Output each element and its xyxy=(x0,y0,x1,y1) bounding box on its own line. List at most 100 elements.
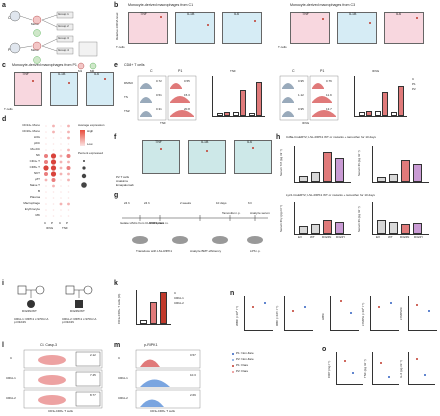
e-val: 20.8 xyxy=(184,107,190,111)
n-ylabel-5: LYMPH% xyxy=(399,307,403,320)
l-row-2: CRIA-1 xyxy=(6,376,16,380)
d-row-label: CD14+ Mono xyxy=(22,123,40,127)
bar xyxy=(311,224,320,234)
panel-e-label: e xyxy=(114,62,118,69)
l-row-3: CRIA-2 xyxy=(6,396,16,400)
k-legend-1: C xyxy=(174,291,177,295)
n-chart-2 xyxy=(284,296,313,331)
bar xyxy=(377,177,386,182)
i-desc-1: CRIA-1: RIPK1 c.970G>A p.D324N xyxy=(14,317,49,325)
d-dot xyxy=(52,184,55,188)
f-row-1: P2 T cells xyxy=(116,175,130,179)
e-col-p1b: P1 xyxy=(320,69,325,73)
e-col-p1: P1 xyxy=(178,69,183,73)
d-dot xyxy=(59,202,63,206)
d-dot xyxy=(50,153,57,159)
e-legend-p1: P1 xyxy=(412,82,416,86)
d-dot xyxy=(45,209,47,211)
d-dot xyxy=(44,154,48,158)
panel-e-title: CD8+ T cells xyxy=(124,63,145,67)
bar xyxy=(389,222,398,234)
f-gene-2: IL1B xyxy=(201,140,209,144)
d-dot xyxy=(67,209,70,211)
g-time-2: 24 h xyxy=(144,201,150,205)
d-dot xyxy=(45,149,47,151)
e-row-ts: TS xyxy=(124,95,128,99)
o-dot xyxy=(416,358,418,360)
bar xyxy=(217,113,223,116)
d-dot xyxy=(52,209,55,211)
d-row-label: LDG xyxy=(33,135,40,139)
d-dot xyxy=(52,149,55,151)
c-xlabel: T cells xyxy=(4,107,13,111)
panel-g-timeline xyxy=(122,215,268,244)
d-row-label: Plasma xyxy=(29,195,40,199)
k-ylabel: CD3+CD8+ T cells (%) xyxy=(117,293,121,324)
d-dot xyxy=(52,191,55,193)
n-dot xyxy=(350,312,352,314)
e-val: 0.72 xyxy=(156,79,162,83)
panel-a-g2: Group 2 xyxy=(58,24,69,28)
bar xyxy=(375,111,381,116)
b-gene-2: IL1B xyxy=(187,12,195,16)
i-genotype-1: D324N/WT xyxy=(22,309,37,313)
d-dot xyxy=(59,154,63,158)
d-dot xyxy=(50,171,57,177)
d-dot xyxy=(52,124,55,128)
d-row-label: γδT xyxy=(34,177,40,181)
d-dot xyxy=(66,154,71,158)
o-dot xyxy=(424,374,426,376)
d-dot xyxy=(60,215,62,217)
n-ylabel-4: LYMPH (×10⁹ l⁻¹) xyxy=(361,302,365,326)
h-chart-3 xyxy=(294,202,351,235)
n-dot xyxy=(340,300,342,302)
panel-a-mono1: Mono xyxy=(31,22,39,26)
g-step-2: Transduce with LSL-RIPK1 xyxy=(136,249,173,253)
b-xlabel: T cells xyxy=(116,45,125,49)
e-xlabel-tnf: TNF xyxy=(160,121,166,125)
c-chart-1 xyxy=(14,72,42,106)
b-gene-6: IL6 xyxy=(396,12,401,16)
h-group-4: D324Y xyxy=(336,235,346,239)
d-dot xyxy=(60,143,62,145)
panel-a-mono2: Mono xyxy=(31,48,39,52)
f-row-3: Emapalumab xyxy=(116,183,134,187)
panel-a-schematic xyxy=(9,10,98,70)
f-row-2: Anakinra xyxy=(116,179,128,183)
d-col-2: P xyxy=(51,221,54,225)
e-xlabel-ifn: IFNG xyxy=(302,121,310,125)
h-ylabel-2: Serum Il6 (pg ml⁻¹) xyxy=(357,150,361,176)
h-title-top: Cd8a-CreERT2; LSL-RIPK1 WT or mutants + … xyxy=(286,135,376,139)
l-val-1: 2.12 xyxy=(90,353,96,357)
l-val-3: 8.77 xyxy=(90,393,96,397)
n-dot xyxy=(252,306,254,308)
d-row-label: B xyxy=(37,189,40,193)
d-dot xyxy=(44,172,48,176)
m-row-2: CRIA-1 xyxy=(118,376,128,380)
bar xyxy=(413,223,422,234)
d-row-label: CD4+ T xyxy=(29,159,40,163)
panel-b-title-right: Monocyte-derived macrophages from C3 xyxy=(290,3,356,7)
h-group-7: D324N xyxy=(400,235,410,239)
h-group-3: D324N xyxy=(322,235,332,239)
bar xyxy=(233,112,239,116)
e-val: 0.51 xyxy=(156,93,162,97)
c-chart-2 xyxy=(50,72,78,106)
h-group-6: WT xyxy=(388,235,393,239)
legend-marker xyxy=(232,353,234,355)
h-group-5: EV xyxy=(376,235,381,239)
h-title-bot: Lyz2-CreERT2; LSL-RIPK1 WT or mutants + … xyxy=(286,193,375,197)
e-val: 13.7 xyxy=(326,107,332,111)
d-legend-pct: Percent expressed xyxy=(78,151,104,155)
b-dot xyxy=(322,18,324,20)
bar xyxy=(377,220,386,234)
panel-d-label: d xyxy=(2,116,7,123)
o-ylabel-1: CRP (mg l⁻¹) xyxy=(327,360,331,378)
d-dot xyxy=(67,143,70,145)
panel-o-label: o xyxy=(322,346,327,353)
c-dot xyxy=(104,78,106,80)
d-dot xyxy=(52,215,55,217)
h-group-8: D324Y xyxy=(414,235,424,239)
legend-marker xyxy=(232,359,234,361)
panel-a-g3: Group 3 xyxy=(58,36,69,40)
